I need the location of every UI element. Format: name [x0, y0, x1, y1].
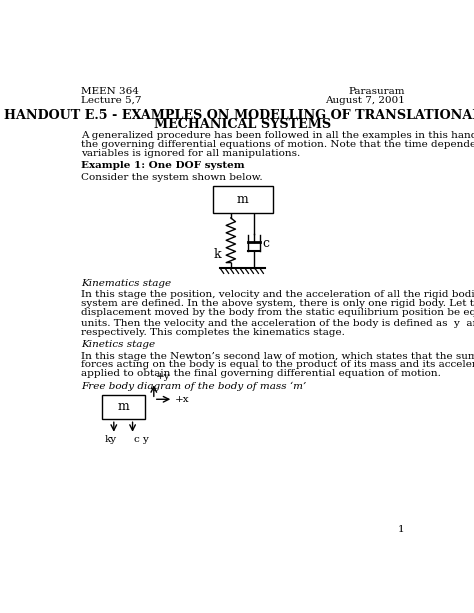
Bar	[213, 186, 273, 213]
Text: Consider the system shown below.: Consider the system shown below.	[81, 173, 263, 182]
Text: c y: c y	[134, 435, 149, 444]
Text: In this stage the Newton’s second law of motion, which states that the sum of al: In this stage the Newton’s second law of…	[81, 351, 474, 360]
Text: In this stage the position, velocity and the acceleration of all the rigid bodie: In this stage the position, velocity and…	[81, 290, 474, 299]
Text: Kinematics stage: Kinematics stage	[81, 279, 171, 287]
Text: Parasuram: Parasuram	[348, 88, 405, 96]
Text: system are defined. In the above system, there is only one rigid body. Let the: system are defined. In the above system,…	[81, 299, 474, 308]
Text: MECHANICAL SYSTEMS: MECHANICAL SYSTEMS	[155, 118, 331, 131]
Text: 1: 1	[398, 525, 405, 534]
Text: forces acting on the body is equal to the product of its mass and its accelerati: forces acting on the body is equal to th…	[81, 360, 474, 370]
Text: +y: +y	[155, 372, 170, 381]
Text: Free body diagram of the body of mass ‘m’: Free body diagram of the body of mass ‘m…	[81, 382, 306, 391]
Text: +x: +x	[175, 395, 189, 404]
Text: August 7, 2001: August 7, 2001	[325, 96, 405, 105]
Text: variables is ignored for all manipulations.: variables is ignored for all manipulatio…	[81, 149, 300, 158]
Text: c: c	[262, 237, 269, 250]
Text: A generalized procedure has been followed in all the examples in this handout to: A generalized procedure has been followe…	[81, 131, 474, 140]
Text: ky: ky	[104, 435, 117, 444]
Text: Lecture 5,7: Lecture 5,7	[81, 96, 141, 105]
Text: displacement moved by the body from the static equilibrium position be equal to : displacement moved by the body from the …	[81, 308, 474, 317]
Text: m: m	[117, 400, 129, 414]
Text: HANDOUT E.5 - EXAMPLES ON MODELLING OF TRANSLATIONAL: HANDOUT E.5 - EXAMPLES ON MODELLING OF T…	[4, 109, 474, 122]
Text: respectively. This completes the kinematics stage.: respectively. This completes the kinemat…	[81, 328, 345, 337]
Text: Example 1: One DOF system: Example 1: One DOF system	[81, 161, 245, 170]
Text: m: m	[237, 193, 249, 206]
Bar	[102, 395, 145, 419]
Text: the governing differential equations of motion. Note that the time dependence of: the governing differential equations of …	[81, 140, 474, 149]
Text: Kinetics stage: Kinetics stage	[81, 340, 155, 349]
Text: applied to obtain the final governing differential equation of motion.: applied to obtain the final governing di…	[81, 369, 441, 378]
Text: MEEN 364: MEEN 364	[81, 88, 139, 96]
Text: units. Then the velocity and the acceleration of the body is defined as  y  and : units. Then the velocity and the acceler…	[81, 319, 474, 328]
Text: k: k	[213, 248, 221, 261]
